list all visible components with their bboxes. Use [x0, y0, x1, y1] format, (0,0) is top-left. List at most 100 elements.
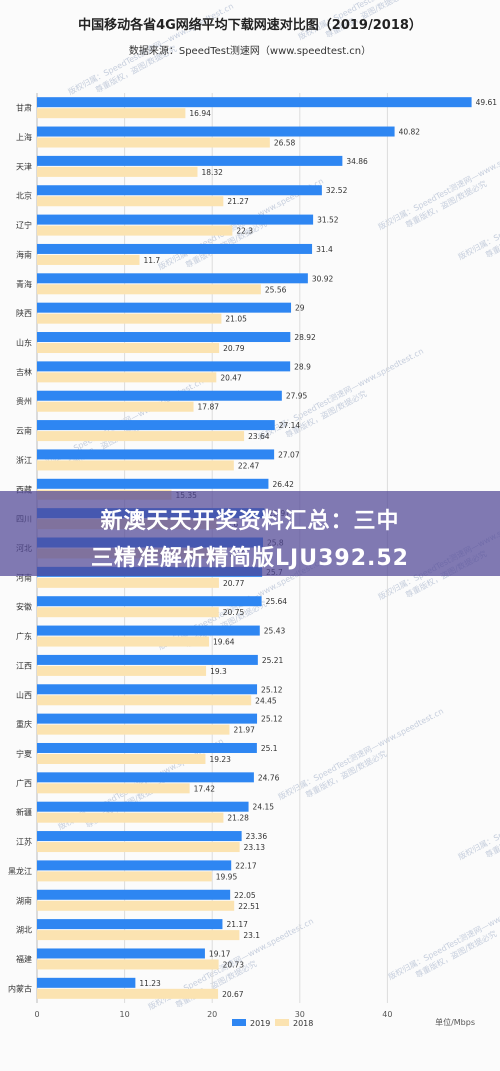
data-label-2018: 21.97 [233, 726, 255, 735]
bar-2019 [37, 126, 395, 137]
data-label-2018: 19.95 [216, 872, 238, 881]
data-label-2018: 16.94 [189, 109, 211, 118]
bar-2019 [37, 596, 262, 607]
bar-2018 [37, 460, 234, 471]
bar-2018 [37, 284, 261, 295]
bar-2018 [37, 665, 207, 676]
data-label-2019: 24.76 [258, 773, 280, 782]
bar-2018 [37, 636, 210, 647]
category-label: 云南 [16, 426, 32, 436]
bar-2018 [37, 724, 230, 735]
bar-2019 [37, 302, 292, 313]
data-label-2018: 23.1 [243, 931, 260, 940]
x-tick-label: 10 [120, 1010, 130, 1019]
data-label-2019: 25.21 [262, 656, 284, 665]
bar-2019 [37, 478, 269, 489]
bar-2018 [37, 988, 219, 999]
bar-2018 [37, 959, 219, 970]
x-tick-label: 30 [295, 1010, 305, 1019]
category-label: 福建 [16, 954, 32, 964]
watermark: 版权归属：SpeedTest测速网—www.speedtest.cn尊重版权，盗… [456, 766, 500, 862]
data-label-2018: 17.87 [198, 403, 220, 412]
data-label-2018: 18.32 [201, 168, 223, 177]
data-label-2019: 25.12 [261, 715, 283, 724]
bar-2018 [37, 137, 270, 148]
data-label-2018: 23.13 [244, 843, 266, 852]
data-label-2018: 22.51 [238, 902, 260, 911]
data-label-2019: 19.17 [209, 949, 231, 958]
x-tick-label: 0 [34, 1010, 39, 1019]
bar-2019 [37, 273, 308, 284]
data-label-2018: 17.42 [194, 784, 216, 793]
watermark-text: 版权归属：SpeedTest测速网—www.speedtest.cn [276, 706, 445, 802]
data-label-2019: 29 [295, 304, 305, 313]
bar-2018 [37, 166, 198, 177]
bar-2018 [37, 313, 222, 324]
data-label-2018: 20.73 [223, 960, 245, 969]
data-label-2018: 26.58 [274, 139, 296, 148]
legend-label: 2018 [293, 1019, 313, 1028]
data-label-2018: 21.27 [227, 197, 249, 206]
bar-2018 [37, 871, 212, 882]
category-label: 河南 [16, 572, 32, 582]
category-label: 湖南 [16, 895, 32, 905]
data-label-2019: 49.61 [476, 98, 498, 107]
bar-2018 [37, 812, 224, 823]
data-label-2019: 11.23 [139, 979, 161, 988]
bar-2018 [37, 401, 194, 412]
chart-title: 中国移动各省4G网络平均下载网速对比图（2019/2018） [78, 18, 422, 33]
category-label: 山西 [16, 690, 32, 700]
category-label: 西藏 [16, 484, 32, 494]
category-label: 天津 [16, 161, 32, 171]
category-label: 江苏 [16, 837, 32, 847]
data-label-2019: 25.43 [264, 627, 286, 636]
bar-2019 [37, 361, 291, 372]
data-label-2019: 26.42 [272, 480, 294, 489]
category-label: 重庆 [16, 719, 32, 729]
category-label: 广西 [16, 778, 32, 788]
category-label: 山东 [16, 338, 32, 348]
data-label-2019: 34.86 [346, 157, 368, 166]
promo-banner-line-1: 新澳天天开奖资料汇总：三中 [100, 509, 400, 534]
category-label: 青海 [16, 279, 32, 289]
bar-2019 [37, 243, 313, 254]
bar-2019 [37, 919, 223, 930]
data-label-2018: 20.67 [222, 990, 244, 999]
data-label-2018: 20.47 [220, 373, 242, 382]
legend-label: 2019 [250, 1019, 270, 1028]
data-label-2019: 22.05 [234, 891, 256, 900]
data-label-2019: 32.52 [326, 186, 348, 195]
legend-swatch [232, 1019, 246, 1026]
category-label: 贵州 [16, 396, 32, 406]
promo-banner [0, 491, 500, 576]
data-label-2018: 19.64 [213, 638, 235, 647]
watermark: 版权归属：SpeedTest测速网—www.speedtest.cn尊重版权，盗… [376, 136, 500, 232]
chart-subtitle: 数据来源：SpeedTest测速网（www.speedtest.cn） [128, 46, 372, 57]
data-label-2018: 19.3 [210, 667, 227, 676]
watermark: 版权归属：SpeedTest测速网—www.speedtest.cn尊重版权，盗… [386, 886, 500, 982]
bar-2018 [37, 196, 224, 207]
bar-2019 [37, 948, 205, 959]
bar-2019 [37, 977, 136, 988]
x-tick-label: 40 [382, 1010, 392, 1019]
bar-2019 [37, 860, 232, 871]
data-label-2018: 20.75 [223, 608, 245, 617]
data-label-2018: 24.45 [255, 696, 277, 705]
category-label: 黑龙江 [8, 866, 32, 876]
data-label-2019: 23.36 [246, 832, 268, 841]
watermark-text: 版权归属：SpeedTest测速网—www.speedtest.cn [386, 886, 500, 982]
data-label-2018: 22.47 [238, 461, 260, 470]
bar-2019 [37, 742, 257, 753]
category-label: 内蒙古 [8, 983, 32, 993]
bar-2018 [37, 343, 220, 354]
data-label-2018: 23.64 [248, 432, 270, 441]
x-tick-label: 20 [207, 1010, 217, 1019]
category-label: 江西 [16, 661, 32, 670]
data-label-2019: 24.15 [253, 803, 275, 812]
bar-2018 [37, 783, 190, 794]
bar-2018 [37, 431, 245, 442]
bar-2018 [37, 900, 235, 911]
bar-2018 [37, 695, 252, 706]
